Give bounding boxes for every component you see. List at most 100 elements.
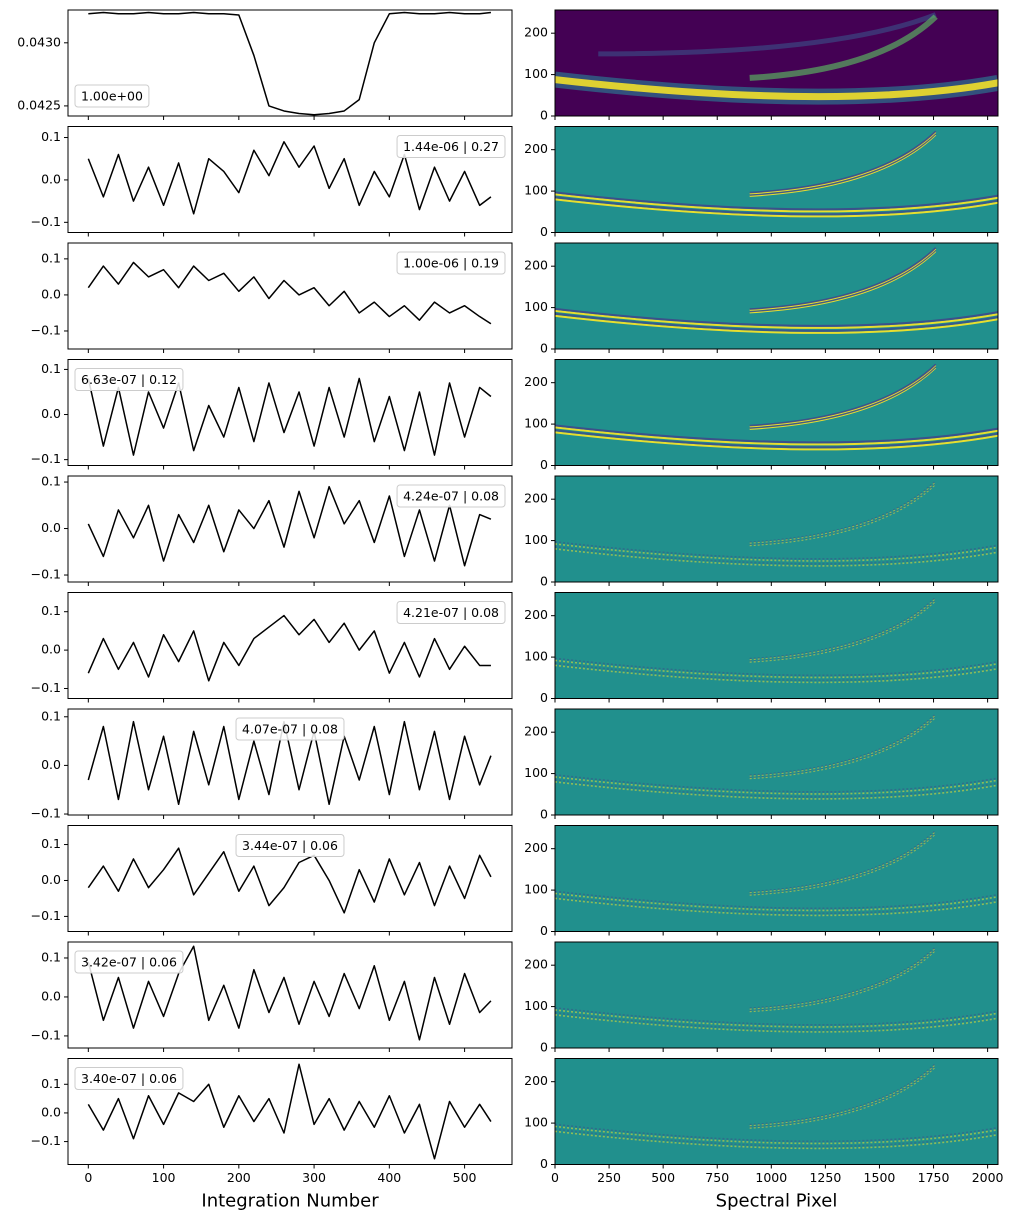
plot-frame [554,126,999,233]
trace [555,662,998,682]
plot-frame [67,592,513,699]
trace [555,1130,998,1150]
image [555,592,998,699]
x-tick-label: 2000 [972,1170,1004,1185]
trace [555,424,998,444]
plot-frame [554,359,999,466]
y-tick-label: 0 [540,574,548,589]
annotation: 6.63e-07 | 0.12 [74,368,184,391]
y-tick-label: 0.0 [41,286,61,301]
trace [555,541,998,560]
plot-frame [554,708,999,816]
plot-frame [67,1058,513,1165]
annotation-text: 4.24e-07 | 0.08 [403,489,499,504]
data-line [87,945,492,1041]
trace [555,548,998,567]
trace [749,133,937,196]
trace [555,657,998,677]
trace [555,892,998,912]
image [555,10,998,116]
y-tick-label: 200 [524,374,548,389]
annotation-text: 1.44e-06 | 0.27 [403,139,499,154]
trace [749,1065,937,1128]
image [555,476,998,582]
y-tick-label: 0.1 [41,1076,61,1091]
x-tick-label: 250 [597,1170,621,1185]
trace [555,431,998,451]
y-tick-label: 0 [540,923,548,938]
image [555,942,998,1048]
trace [749,363,937,427]
y-tick-label: −0.1 [31,1133,61,1148]
y-tick-label: 0.0 [41,1104,61,1119]
y-tick-label: −0.1 [31,806,61,821]
annotation: 3.42e-07 | 0.06 [74,950,184,974]
trace [555,191,998,211]
trace [555,664,998,684]
annotation: 3.40e-07 | 0.06 [74,1067,184,1090]
trace [749,715,937,779]
y-tick-label: 0 [540,457,548,472]
trace [555,193,998,213]
trace [749,482,937,546]
plot-frame [554,592,999,699]
trace [555,779,998,798]
y-tick-label: 200 [524,25,548,40]
y-tick-label: 200 [524,607,548,622]
y-tick-label: −0.1 [31,1027,61,1042]
trace [749,946,937,1009]
plot-frame [67,242,513,350]
x-tick-label: 500 [453,1170,477,1185]
y-tick-label: 200 [524,491,548,506]
x-axis-label: Integration Number [201,1191,379,1212]
annotation-text: 6.63e-07 | 0.12 [81,372,177,387]
trace [749,829,937,893]
trace [555,546,998,565]
plot-frame [554,1058,999,1165]
x-tick-label: 200 [227,1170,251,1185]
plot-frame [67,359,513,466]
image [555,1058,998,1165]
y-tick-label: 0.1 [41,603,61,618]
annotation-box [74,368,184,391]
data-line [87,261,492,325]
plot-frame [554,825,999,932]
y-tick-label: 0.0 [41,642,61,657]
trace [555,314,998,334]
image [555,359,998,466]
annotation: 1.00e+00 [74,84,150,108]
data-line [87,847,492,914]
trace [555,1125,998,1145]
y-tick-label: 0.1 [41,949,61,964]
trace [555,198,998,218]
plot-frame [67,126,513,233]
x-tick-label: 0 [84,1170,92,1185]
y-tick-label: 0 [540,807,548,822]
data-line [88,11,492,116]
trace [749,597,937,661]
trace [749,600,937,663]
y-tick-label: −0.1 [31,567,61,582]
trace [555,1128,998,1148]
trace [749,1062,937,1126]
image [555,709,998,815]
y-tick-label: 0 [540,690,548,705]
data-line [87,485,492,567]
y-tick-label: 200 [524,957,548,972]
y-tick-label: 0 [540,1156,548,1171]
annotation-box [396,251,506,275]
annotation-text: 4.21e-07 | 0.08 [403,605,499,620]
y-tick-label: 0.1 [41,361,61,376]
annotation-text: 1.00e+00 [81,89,143,104]
y-tick-label: 100 [524,416,548,431]
trace [555,659,998,679]
trace [749,833,937,896]
y-tick-label: 200 [524,141,548,156]
plot-frame [67,708,513,816]
trace [555,307,998,327]
annotation: 1.00e-06 | 0.19 [396,251,506,275]
image [555,126,998,233]
y-tick-label: −0.1 [31,908,61,923]
trace [749,1066,937,1129]
